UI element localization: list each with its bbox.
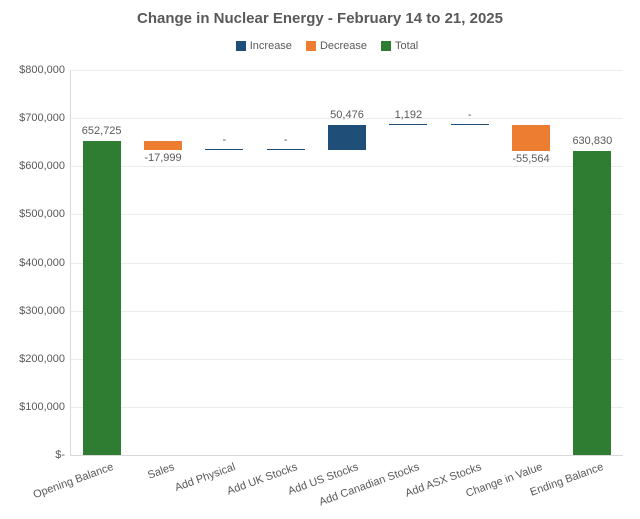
legend-swatch	[236, 41, 246, 51]
y-tick-label: $500,000	[5, 208, 65, 220]
y-tick-label: $300,000	[5, 305, 65, 317]
bar-decrease	[512, 125, 550, 152]
y-tick-label: $800,000	[5, 64, 65, 76]
y-tick-label: $400,000	[5, 257, 65, 269]
legend-label: Increase	[250, 40, 292, 52]
y-tick-label: $600,000	[5, 160, 65, 172]
plot-area: 652,725-17,999--50,4761,192--55,564630,8…	[70, 70, 623, 456]
y-tick-label: $-	[5, 449, 65, 461]
y-tick-label: $100,000	[5, 401, 65, 413]
legend-label: Total	[395, 40, 418, 52]
bar-increase	[328, 125, 366, 149]
y-tick-label: $700,000	[5, 112, 65, 124]
gridline	[71, 311, 623, 312]
gridline	[71, 70, 623, 71]
waterfall-chart: Change in Nuclear Energy - February 14 t…	[0, 0, 640, 519]
data-label: -	[430, 109, 510, 121]
y-tick-label: $200,000	[5, 353, 65, 365]
chart-legend: Increase Decrease Total	[0, 40, 640, 52]
data-label: -55,564	[491, 153, 571, 165]
data-label: -	[246, 134, 326, 146]
gridline	[71, 407, 623, 408]
bar-increase	[389, 124, 427, 125]
gridline	[71, 263, 623, 264]
gridline	[71, 214, 623, 215]
gridline	[71, 359, 623, 360]
legend-swatch	[306, 41, 316, 51]
legend-label: Decrease	[320, 40, 367, 52]
legend-swatch	[381, 41, 391, 51]
bar-increase	[451, 124, 489, 125]
bar-increase	[205, 149, 243, 150]
bar-total	[83, 141, 121, 455]
data-label: 652,725	[62, 125, 142, 137]
data-label: 630,830	[552, 135, 632, 147]
bar-increase	[267, 149, 305, 150]
gridline	[71, 166, 623, 167]
bar-decrease	[144, 141, 182, 150]
bar-total	[573, 151, 611, 455]
data-label: -17,999	[123, 152, 203, 164]
chart-title: Change in Nuclear Energy - February 14 t…	[0, 10, 640, 27]
